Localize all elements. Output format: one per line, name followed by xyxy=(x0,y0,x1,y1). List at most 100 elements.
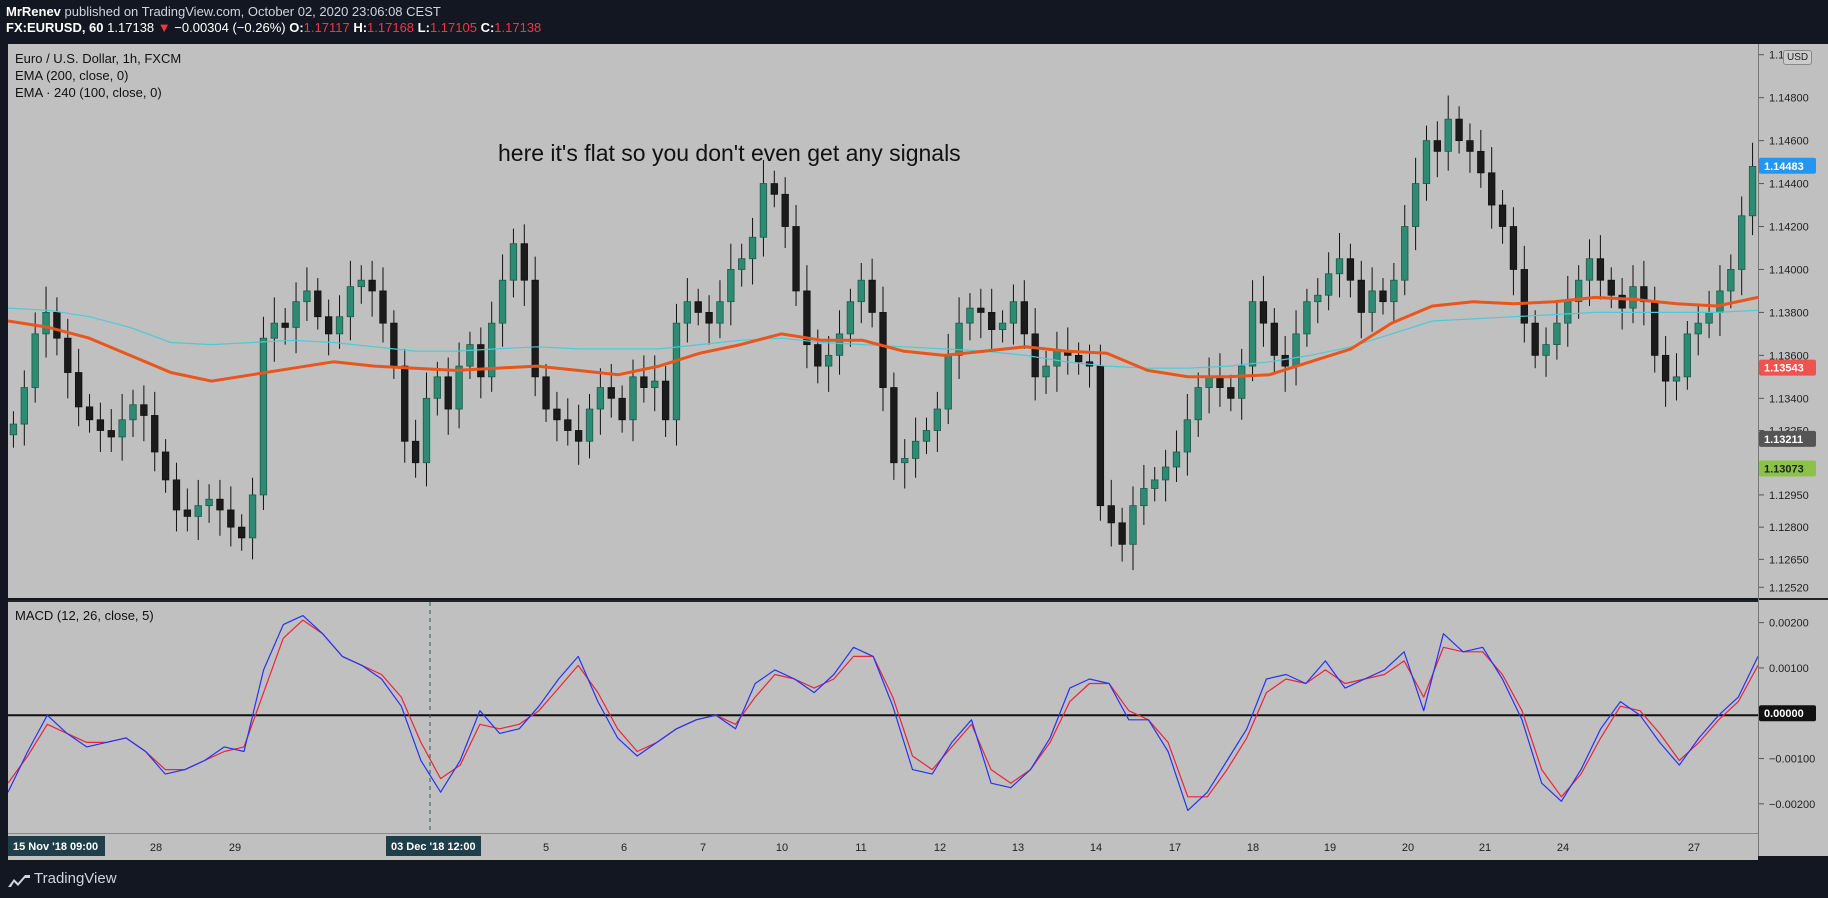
price-axis[interactable]: 1.150001.148001.146001.144001.142001.140… xyxy=(1758,44,1828,856)
candle xyxy=(1324,252,1333,311)
candle xyxy=(1107,479,1115,547)
candle-body xyxy=(1303,301,1311,335)
candle xyxy=(988,288,996,349)
time-axis[interactable]: 15 Nov '18 09:00 28 29 03 Dec '18 12:00 5 6 7 1… xyxy=(8,833,1758,860)
time-tick-label: 18 xyxy=(1247,842,1259,854)
candle xyxy=(618,385,626,433)
candle-body xyxy=(1009,301,1018,324)
footer: TradingView xyxy=(0,862,1828,898)
candle xyxy=(509,228,518,298)
candle xyxy=(216,479,224,536)
time-flag-label: 03 Dec '18 12:00 xyxy=(391,841,476,853)
candle-body xyxy=(1683,333,1692,378)
candle-body xyxy=(890,387,898,464)
publish-text: published on TradingView.com, October 02… xyxy=(64,4,441,19)
candle-body xyxy=(1031,333,1039,378)
price-tick-label: 1.13800 xyxy=(1769,307,1809,319)
candle-body xyxy=(553,408,561,421)
author-name[interactable]: MrRenev xyxy=(6,4,61,19)
candle-body xyxy=(1553,322,1561,346)
candle xyxy=(922,417,931,455)
candle-body xyxy=(1705,312,1713,324)
candle xyxy=(118,394,126,461)
candle xyxy=(672,303,681,446)
candle-body xyxy=(1444,118,1452,152)
candle xyxy=(1140,464,1148,525)
candle xyxy=(520,224,528,306)
candle xyxy=(411,419,420,478)
time-tick-label: 24 xyxy=(1557,842,1569,854)
candle-body xyxy=(1096,365,1105,507)
candle-body xyxy=(1466,140,1474,152)
candle xyxy=(1129,486,1137,571)
candle-body xyxy=(1314,294,1322,303)
candle-body xyxy=(1748,165,1757,217)
candle-body xyxy=(933,408,942,431)
candle-body xyxy=(1509,226,1518,270)
candle-body xyxy=(574,430,583,442)
candle xyxy=(129,389,137,437)
macd-tick-label: 0.00100 xyxy=(1769,663,1809,675)
candle-body xyxy=(151,415,159,453)
ema-200-legend: EMA (200, close, 0) xyxy=(15,68,129,83)
price-chart[interactable] xyxy=(8,44,1758,598)
candle xyxy=(1303,288,1311,347)
price-tag-bg xyxy=(1759,359,1816,376)
candle-body xyxy=(216,498,224,511)
candle xyxy=(542,363,550,422)
candle xyxy=(161,439,170,493)
time-tick-label: 11 xyxy=(855,842,866,854)
macd-chart[interactable] xyxy=(8,602,1758,833)
candle-body xyxy=(901,458,909,464)
candle-body xyxy=(1401,226,1409,281)
candle xyxy=(379,267,387,343)
tradingview-logo-icon[interactable] xyxy=(7,873,31,889)
candle xyxy=(824,336,833,392)
macd-zero-tag-label: 0.00000 xyxy=(1764,708,1804,720)
candle xyxy=(1151,467,1159,502)
candle xyxy=(770,170,778,208)
price-pane[interactable]: Euro / U.S. Dollar, 1h, FXCM EMA (200, c… xyxy=(8,44,1758,598)
candle xyxy=(1488,147,1496,229)
candle-body xyxy=(42,312,50,335)
candle-body xyxy=(998,322,1007,330)
candle xyxy=(140,385,148,442)
low-label: L: xyxy=(417,20,430,35)
candle-body xyxy=(694,301,702,313)
candle xyxy=(1716,265,1724,337)
candle-body xyxy=(368,279,376,292)
candle xyxy=(172,462,181,532)
candle-body xyxy=(1455,118,1463,142)
candle-body xyxy=(1238,365,1246,399)
candle xyxy=(727,243,735,326)
candle xyxy=(1216,353,1224,407)
candle xyxy=(1585,239,1594,306)
candle-body xyxy=(1183,419,1192,453)
tradingview-brand[interactable]: TradingView xyxy=(34,870,117,887)
time-flag-bg xyxy=(8,836,105,856)
candle xyxy=(357,265,365,304)
candle xyxy=(107,409,115,452)
candle-body xyxy=(727,269,735,303)
macd-tick-label: −0.00100 xyxy=(1769,754,1815,766)
time-tick-label: 12 xyxy=(934,842,946,854)
candle-body xyxy=(520,243,528,281)
candle xyxy=(629,359,637,442)
macd-line xyxy=(8,615,1758,811)
macd-pane[interactable]: MACD (12, 26, close, 5) xyxy=(8,600,1758,835)
candle-body xyxy=(1618,294,1626,309)
down-arrow-icon: ▼ xyxy=(157,20,171,35)
price-tag-bg xyxy=(1759,157,1816,174)
candle xyxy=(324,299,333,356)
candle-body xyxy=(248,494,257,539)
candle-body xyxy=(1324,273,1333,296)
currency-badge[interactable]: USD xyxy=(1783,50,1813,65)
candle-body xyxy=(1270,322,1278,356)
candle xyxy=(1596,235,1605,300)
candle-body xyxy=(53,312,61,339)
candle xyxy=(248,477,257,560)
candle-body xyxy=(1074,354,1083,363)
candle xyxy=(1455,106,1463,154)
candle xyxy=(1433,121,1442,178)
price-tick-label: 1.12520 xyxy=(1769,582,1809,594)
